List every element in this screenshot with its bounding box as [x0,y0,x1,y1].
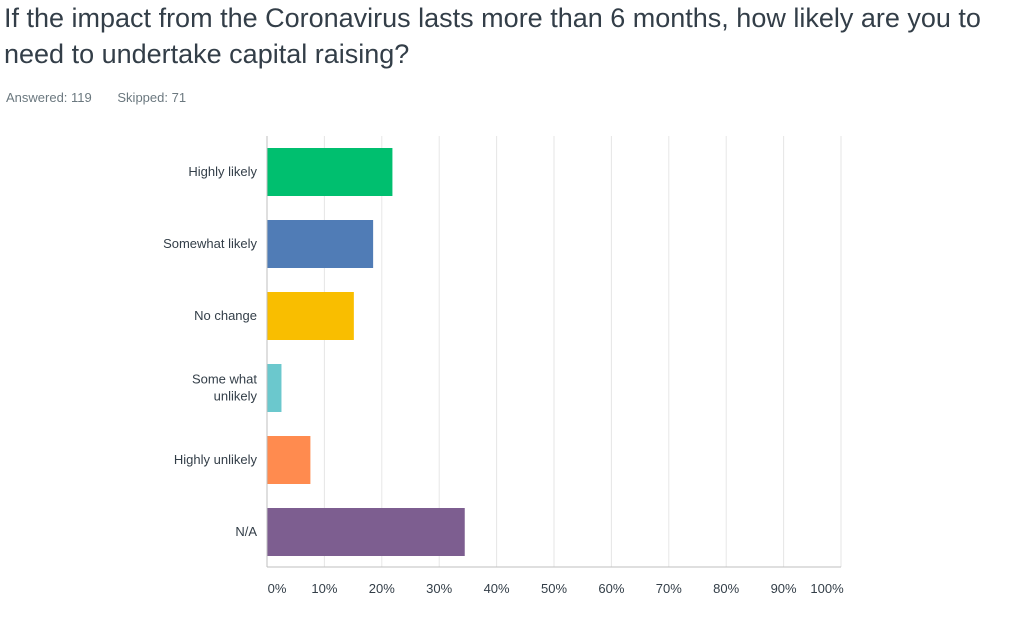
category-label: Somewhat likely [163,236,257,251]
x-tick-label: 30% [426,581,452,596]
bar[interactable] [267,220,374,268]
bar[interactable] [267,292,354,340]
x-tick-label: 80% [713,581,739,596]
response-stats: Answered: 119 Skipped: 71 [6,90,208,105]
gridlines [323,136,842,567]
category-label: Highly likely [188,164,257,179]
bar[interactable] [267,508,465,556]
bars [267,148,465,556]
x-tick-label: 0% [268,581,287,596]
x-tick-label: 100% [810,581,844,596]
skipped-count: Skipped: 71 [117,90,187,105]
answered-count: Answered: 119 [6,90,92,105]
x-tick-label: 70% [656,581,682,596]
x-tick-label: 20% [369,581,395,596]
x-tick-label: 90% [771,581,797,596]
category-label: N/A [235,524,257,539]
bar[interactable] [267,436,311,484]
x-tick-label: 50% [541,581,567,596]
bar[interactable] [267,148,393,196]
question-title: If the impact from the Coronavirus lasts… [4,3,981,69]
x-tick-label: 10% [311,581,337,596]
category-label: Some what unlikely [192,372,258,404]
x-tick-labels: 0% 10% 20% 30% 40% 50% 60% 70% 80% 90% 100% [268,581,844,596]
category-label: Highly unlikely [174,452,258,467]
bar[interactable] [267,364,282,412]
category-label: No change [194,308,257,323]
x-tick-label: 60% [598,581,624,596]
x-tick-label: 40% [484,581,510,596]
category-labels: Highly likely Somewhat likely No change Som… [163,164,257,539]
